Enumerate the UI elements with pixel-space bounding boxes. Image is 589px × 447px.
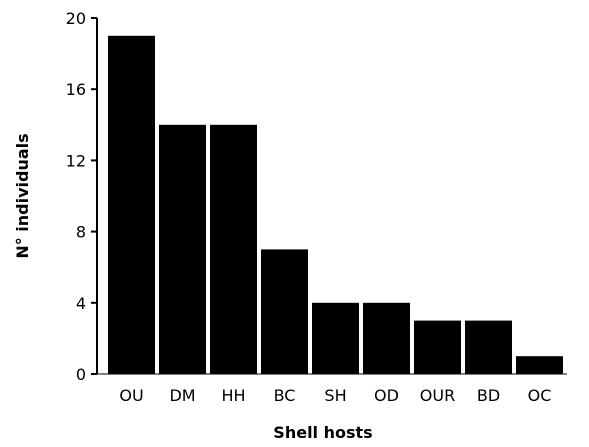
x-tick-label: HH [221, 386, 245, 405]
x-axis-title: Shell hosts [273, 423, 372, 442]
x-tick-labels: OU DM HH BC SH OD OUR BD OC [119, 386, 551, 405]
bar [516, 356, 563, 374]
bar [108, 35, 155, 375]
y-tick-label: 16 [66, 80, 86, 99]
x-tick-label: DM [169, 386, 195, 405]
y-tick-label: 0 [76, 365, 86, 384]
y-tick-label: 12 [66, 151, 86, 170]
bar [363, 302, 410, 374]
x-tick-label: BD [477, 386, 500, 405]
bars [108, 35, 563, 375]
x-tick-label: OU [119, 386, 143, 405]
y-tick-labels: 0 4 8 12 16 20 [66, 9, 86, 384]
bar [210, 124, 257, 374]
bar [261, 249, 308, 374]
y-tick-label: 4 [76, 294, 86, 313]
x-tick-label: BC [274, 386, 296, 405]
bar [465, 320, 512, 374]
y-axis [91, 17, 98, 375]
y-tick-label: 20 [66, 9, 86, 28]
bar [312, 302, 359, 374]
x-tick-label: OUR [420, 386, 455, 405]
x-tick-label: OD [374, 386, 399, 405]
x-tick-label: OC [528, 386, 552, 405]
x-tick-label: SH [324, 386, 346, 405]
y-axis-title: N° individuals [13, 133, 32, 258]
bar [414, 320, 461, 374]
y-tick-label: 8 [76, 223, 86, 242]
bar [159, 124, 206, 374]
